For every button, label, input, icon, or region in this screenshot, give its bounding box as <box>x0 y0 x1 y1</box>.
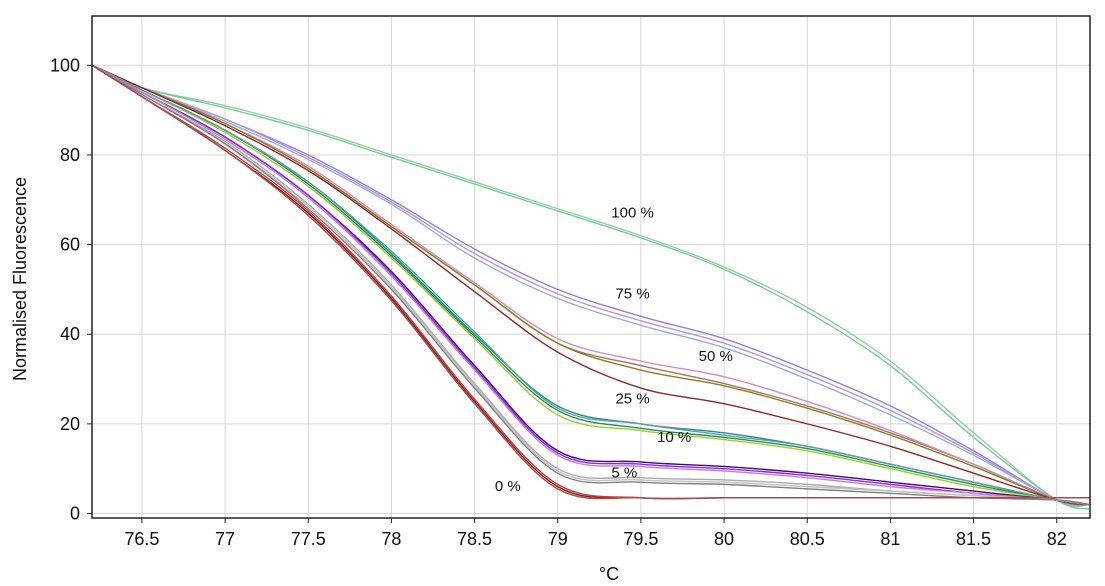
series-line-1 <box>91 64 1091 508</box>
series-line-12 <box>91 64 1091 506</box>
grid-layer <box>92 16 1090 518</box>
x-tick-label: 78.5 <box>457 529 492 549</box>
series-line-8 <box>91 64 1091 506</box>
y-tick-label: 60 <box>60 235 80 255</box>
x-tick-label: 77 <box>215 529 235 549</box>
y-tick-label: 20 <box>60 414 80 434</box>
tick-layer: 76.5 77 77.5 78 78.5 79 79.5 80 80.5 81 81.5 82 0 20 4… <box>50 55 1067 549</box>
x-tick-label: 80.5 <box>790 529 825 549</box>
annotation-layer: 100 % 75 % 50 % 25 % 10 % 5 % 0 % <box>495 205 733 495</box>
series-line-19 <box>91 64 1091 506</box>
x-tick-label: 77.5 <box>291 529 326 549</box>
y-tick-label: 40 <box>60 324 80 344</box>
x-tick-label: 78 <box>381 529 401 549</box>
y-tick-label: 0 <box>70 504 80 524</box>
x-tick-label: 81 <box>880 529 900 549</box>
y-tick-label: 100 <box>50 55 80 75</box>
curve-label: 0 % <box>495 478 521 495</box>
series-line-16 <box>91 64 1091 506</box>
plot-frame <box>91 15 1091 519</box>
series-line-2 <box>91 64 1091 510</box>
curve-label: 100 % <box>611 205 654 222</box>
x-tick-label: 81.5 <box>956 529 991 549</box>
x-tick-label: 82 <box>1047 529 1067 549</box>
x-tick-label: 76.5 <box>124 529 159 549</box>
x-tick-label: 80 <box>714 529 734 549</box>
series-line-13 <box>91 64 1091 506</box>
curve-label: 25 % <box>615 391 649 408</box>
curve-label: 75 % <box>615 285 649 302</box>
y-axis-title: Normalised Fluorescence <box>10 177 30 381</box>
x-axis-title: °C <box>599 564 619 584</box>
y-tick-label: 80 <box>60 145 80 165</box>
curve-label: 5 % <box>611 465 637 482</box>
x-tick-label: 79.5 <box>623 529 658 549</box>
series-line-4 <box>91 64 1091 506</box>
curve-label: 50 % <box>699 348 733 365</box>
series-line-5 <box>91 64 1091 506</box>
x-tick-label: 79 <box>548 529 568 549</box>
curve-label: 10 % <box>657 429 691 446</box>
series-line-22 <box>91 64 1091 500</box>
series-layer <box>91 64 1091 510</box>
series-line-9 <box>91 64 1091 506</box>
